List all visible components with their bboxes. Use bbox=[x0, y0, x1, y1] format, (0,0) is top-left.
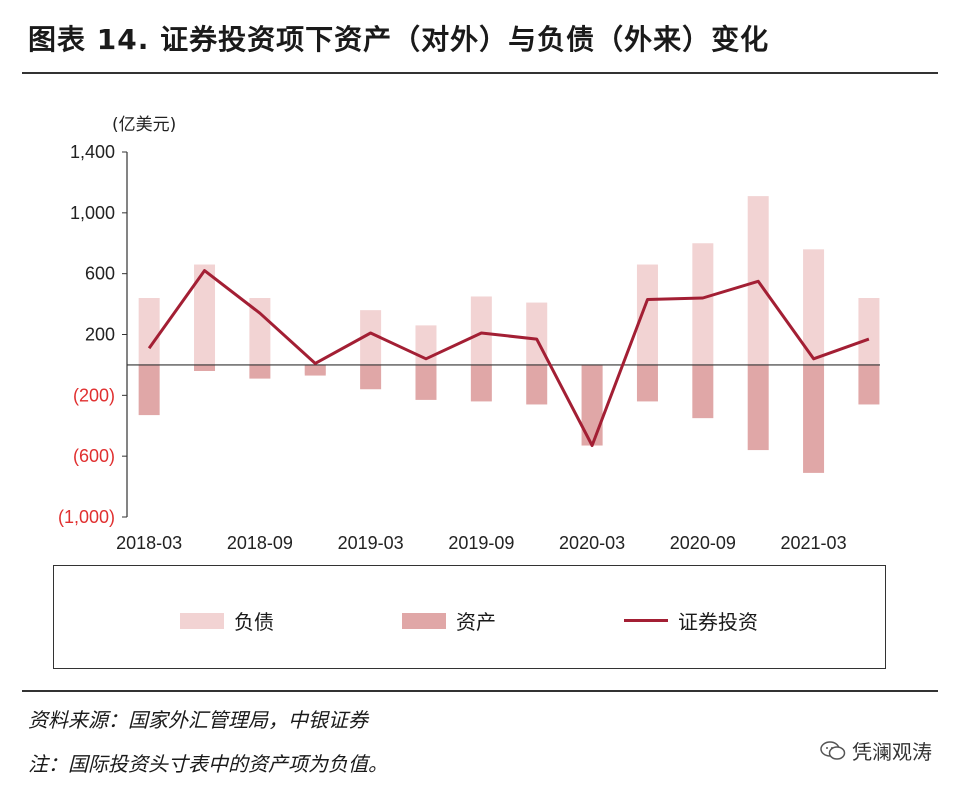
x-tick-label: 2020-09 bbox=[670, 533, 736, 553]
legend-label-portfolio: 证券投资 bbox=[678, 610, 758, 634]
bar-liabilities-2020-09 bbox=[692, 243, 714, 365]
bar-assets-2021-06 bbox=[858, 364, 880, 405]
bar-assets-2020-06 bbox=[636, 364, 658, 402]
legend-swatch-assets bbox=[402, 612, 446, 629]
bar-liabilities-2019-09 bbox=[470, 296, 492, 365]
bottom-rule bbox=[22, 690, 938, 692]
legend: 负债 资产 证券投资 bbox=[53, 565, 886, 669]
bar-assets-2019-12 bbox=[526, 364, 548, 405]
bar-assets-2021-03 bbox=[803, 364, 825, 473]
bar-assets-2019-06 bbox=[415, 364, 437, 400]
watermark: 凭澜观涛 bbox=[820, 736, 932, 765]
bar-assets-2020-09 bbox=[692, 364, 714, 419]
legend-item-liabilities: 负债 bbox=[180, 606, 274, 635]
y-tick-label: 600 bbox=[85, 264, 115, 284]
y-tick-label: 1,000 bbox=[70, 203, 115, 223]
bar-assets-2018-03 bbox=[138, 364, 160, 416]
bar-liabilities-2018-03 bbox=[138, 298, 160, 365]
wechat-icon bbox=[820, 740, 846, 760]
y-tick-label: (200) bbox=[73, 385, 115, 405]
bars-layer bbox=[138, 196, 880, 473]
legend-label-assets: 资产 bbox=[456, 610, 496, 634]
bar-liabilities-2021-03 bbox=[803, 249, 825, 365]
y-tick-label: 1,400 bbox=[70, 142, 115, 162]
bar-assets-2020-03 bbox=[581, 364, 603, 446]
bar-liabilities-2019-03 bbox=[360, 310, 382, 365]
x-tick-label: 2019-09 bbox=[448, 533, 514, 553]
x-tick-label: 2020-03 bbox=[559, 533, 625, 553]
legend-swatch-liabilities bbox=[180, 612, 224, 629]
x-tick-label: 2018-03 bbox=[116, 533, 182, 553]
x-tick-label: 2018-09 bbox=[227, 533, 293, 553]
ticks-layer: 1,400 1,000 600 200 (200) (600) (1,000)2018-03… bbox=[58, 142, 847, 553]
bar-liabilities-2020-06 bbox=[636, 264, 658, 365]
bar-liabilities-2021-06 bbox=[858, 298, 880, 365]
watermark-label: 凭澜观涛 bbox=[852, 740, 932, 764]
y-tick-label: 200 bbox=[85, 325, 115, 345]
bar-assets-2019-03 bbox=[360, 364, 382, 390]
line-layer bbox=[147, 269, 870, 447]
x-tick-label: 2019-03 bbox=[338, 533, 404, 553]
bar-assets-2019-09 bbox=[470, 364, 492, 402]
top-rule bbox=[22, 72, 938, 74]
legend-label-liabilities: 负债 bbox=[234, 610, 274, 634]
legend-item-assets: 资产 bbox=[402, 606, 496, 635]
bar-assets-2018-06 bbox=[194, 364, 216, 371]
source-note: 资料来源：国家外汇管理局，中银证券 bbox=[28, 708, 368, 732]
bar-assets-2020-12 bbox=[747, 364, 769, 451]
bar-liabilities-2018-09 bbox=[249, 298, 271, 365]
y-tick-label: (600) bbox=[73, 446, 115, 466]
y-axis-unit: (亿美元) bbox=[112, 115, 177, 135]
chart-title: 图表 14. 证券投资项下资产（对外）与负债（外来）变化 bbox=[28, 23, 770, 56]
bar-liabilities-2018-06 bbox=[194, 264, 216, 365]
bar-assets-2018-12 bbox=[304, 364, 326, 376]
bar-assets-2018-09 bbox=[249, 364, 271, 379]
line-portfolio bbox=[147, 269, 870, 447]
y-tick-label: (1,000) bbox=[58, 507, 115, 527]
footnote: 注：国际投资头寸表中的资产项为负值。 bbox=[28, 752, 388, 776]
legend-item-portfolio: 证券投资 bbox=[624, 606, 758, 635]
x-tick-label: 2021-03 bbox=[781, 533, 847, 553]
chart-svg: 1,400 1,000 600 200 (200) (600) (1,000)2018-03… bbox=[58, 142, 880, 553]
legend-swatch-portfolio bbox=[624, 619, 668, 622]
